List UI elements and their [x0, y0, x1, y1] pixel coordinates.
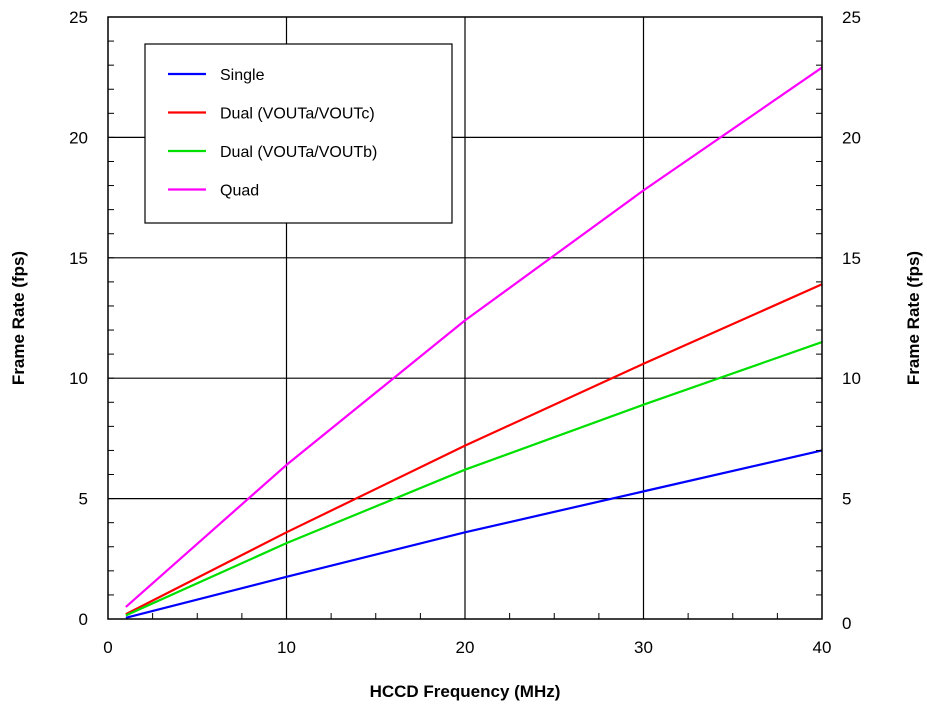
- y-right-tick-label-4: 20: [842, 128, 861, 147]
- series-line-quad: [125, 66, 823, 608]
- y-right-tick-label-5: 25: [842, 8, 861, 27]
- legend-label-dual-vouta-voutb-: Dual (VOUTa/VOUTb): [220, 144, 377, 161]
- legend-box: [144, 43, 453, 224]
- y-left-tick-label-2: 10: [69, 369, 88, 388]
- y-left-tick-label-4: 20: [69, 128, 88, 147]
- left-y-axis-title: Frame Rate (fps): [9, 251, 28, 385]
- y-left-tick-label-5: 25: [69, 8, 88, 27]
- x-axis-title: HCCD Frequency (MHz): [370, 682, 561, 701]
- y-left-tick-label-1: 5: [79, 490, 88, 509]
- y-left-tick-label-3: 15: [69, 249, 88, 268]
- legend-label-single: Single: [220, 67, 265, 84]
- y-right-tick-label-3: 15: [842, 249, 861, 268]
- x-tick-label-3: 30: [634, 638, 653, 657]
- series-line-dual-vouta-voutb-: [125, 341, 823, 617]
- series-lines: [125, 66, 823, 619]
- x-tick-label-4: 40: [813, 638, 832, 657]
- y-right-tick-label-1: 5: [842, 490, 851, 509]
- y-right-tick-label-0: 0: [842, 614, 851, 633]
- series-line-dual-vouta-voutc-: [125, 283, 823, 616]
- x-tick-label-0: 0: [103, 638, 112, 657]
- series-line-single: [125, 449, 823, 619]
- y-right-tick-label-2: 10: [842, 369, 861, 388]
- legend-label-quad: Quad: [220, 183, 259, 200]
- x-tick-label-2: 20: [456, 638, 475, 657]
- legend: Single Dual (VOUTa/VOUTc) Dual (VOUTa/VOUT…: [144, 43, 453, 224]
- x-tick-label-1: 10: [277, 638, 296, 657]
- legend-label-dual-vouta-voutc-: Dual (VOUTa/VOUTc): [220, 106, 375, 123]
- y-left-tick-label-0: 0: [79, 610, 88, 629]
- right-y-axis-title: Frame Rate (fps): [904, 251, 923, 385]
